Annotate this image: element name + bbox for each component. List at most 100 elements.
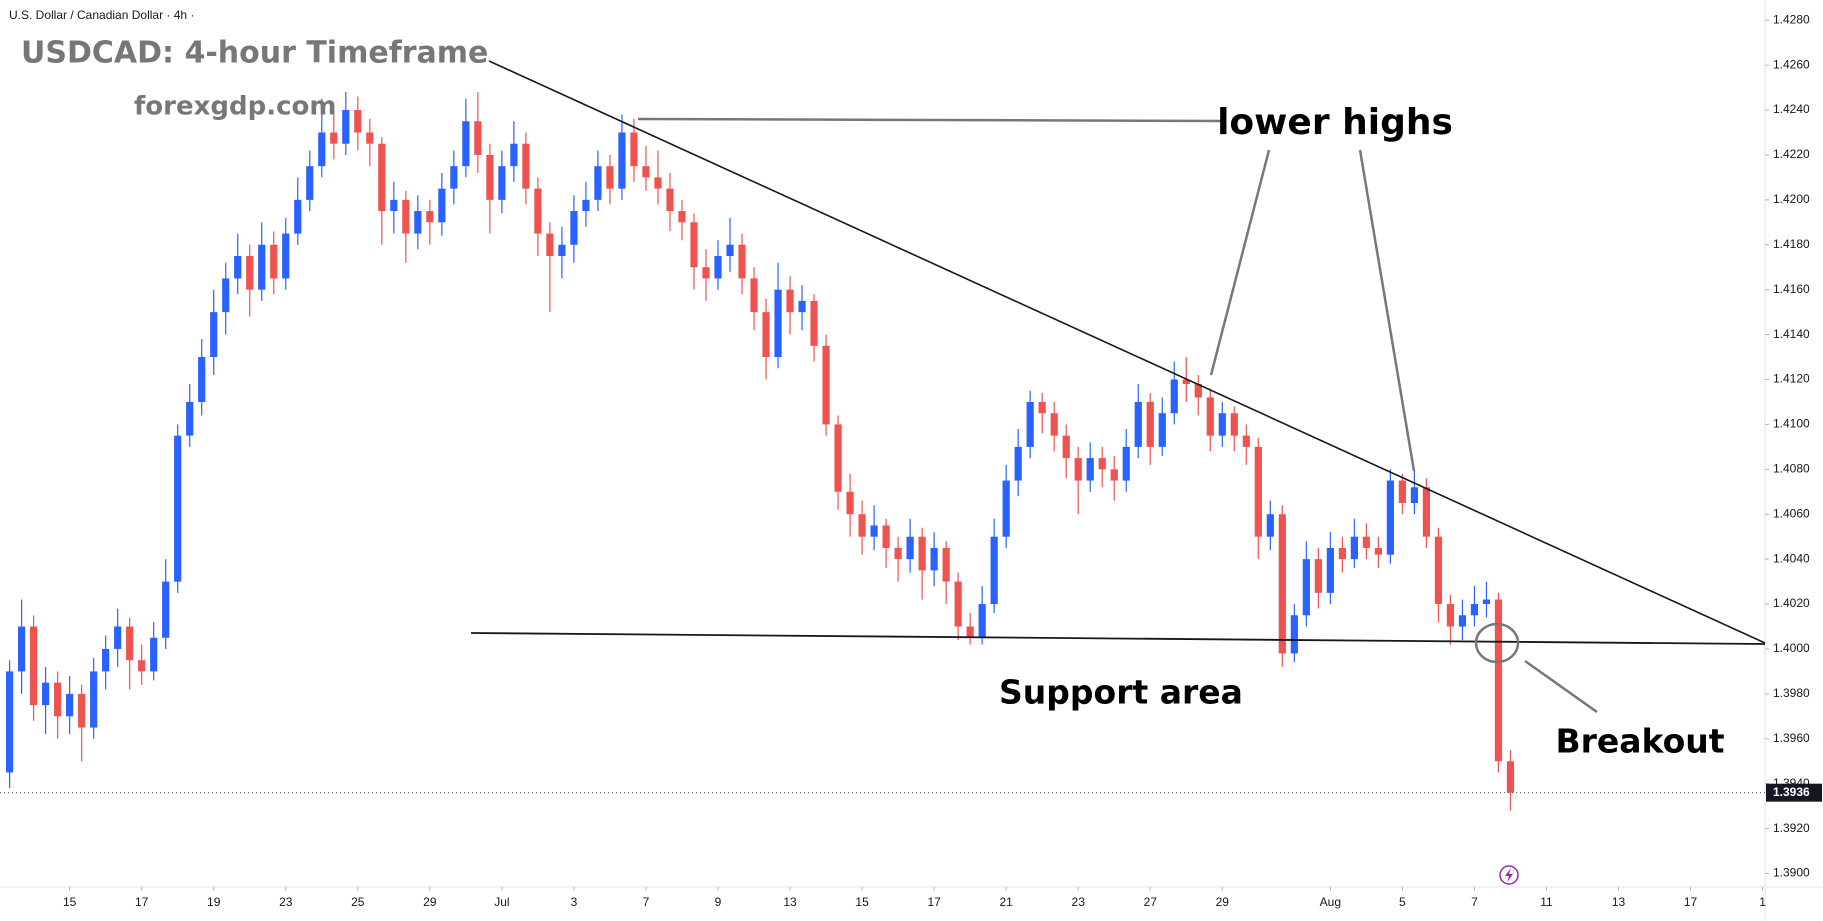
pointer xyxy=(1209,149,1271,376)
candle-body xyxy=(654,177,662,189)
x-tick-label: 17 xyxy=(135,895,149,909)
subtitle: forexgdp.com xyxy=(134,92,336,122)
candle-body xyxy=(30,626,38,706)
candle-body xyxy=(1134,401,1142,447)
candle-body xyxy=(678,211,686,223)
candle-body xyxy=(1206,397,1214,436)
candle-body xyxy=(342,110,350,144)
candle-body xyxy=(282,233,290,279)
annotation: Support area xyxy=(999,673,1243,712)
y-tick-label: 1.4040 xyxy=(1773,551,1810,565)
candle-body xyxy=(822,345,830,425)
candle-body xyxy=(78,693,86,728)
y-tick-label: 1.4080 xyxy=(1773,461,1810,475)
candle-body xyxy=(1242,435,1250,447)
candle-body xyxy=(1446,604,1455,627)
header: U.S. Dollar / Canadian Dollar · 4h · xyxy=(9,8,194,22)
x-tick-label: 5 xyxy=(1399,895,1406,909)
candle-body xyxy=(1326,547,1334,593)
x-tick-label: 3 xyxy=(571,895,578,909)
candle-body xyxy=(1086,458,1094,481)
candle-body xyxy=(6,671,14,773)
candle-body xyxy=(1158,413,1166,447)
candle-body xyxy=(1290,615,1298,654)
candle-body xyxy=(258,244,266,290)
candle-body xyxy=(186,401,194,436)
candle-body xyxy=(150,637,158,672)
y-tick-label: 1.3960 xyxy=(1773,731,1810,745)
pointer xyxy=(1524,659,1598,714)
y-tick-label: 1.3900 xyxy=(1773,866,1810,880)
candle-body xyxy=(1122,446,1130,481)
candle-body xyxy=(990,536,998,605)
candle-body xyxy=(942,547,950,582)
x-tick-label: 17 xyxy=(1684,895,1698,909)
y-tick-label: 1.4160 xyxy=(1773,282,1810,296)
y-tick-label: 1.4280 xyxy=(1773,12,1810,26)
candle-body xyxy=(1374,547,1382,555)
x-tick-label: 21 xyxy=(999,895,1013,909)
candle-body xyxy=(1494,599,1503,762)
candle-body xyxy=(114,626,122,649)
event-icon[interactable] xyxy=(1499,865,1519,885)
candle-body xyxy=(870,525,878,537)
candle-body xyxy=(1146,401,1154,447)
candle-body xyxy=(846,491,854,515)
candle-body xyxy=(954,581,962,627)
x-tick-label: 9 xyxy=(715,895,722,909)
candle-body xyxy=(762,312,770,358)
x-tick-label: 13 xyxy=(1612,895,1626,909)
candle-body xyxy=(1338,547,1346,560)
candle-body xyxy=(318,132,326,167)
candle-body xyxy=(18,626,26,672)
y-tick-label: 1.4240 xyxy=(1773,102,1810,116)
candle-body xyxy=(834,424,842,492)
y-tick-label: 1.4120 xyxy=(1773,372,1810,386)
candle-body xyxy=(462,121,470,167)
candle-body xyxy=(1218,413,1226,436)
candle-body xyxy=(138,660,146,672)
candle-body xyxy=(738,244,746,279)
candle-body xyxy=(1410,487,1419,504)
candle-body xyxy=(558,244,566,256)
candle-body xyxy=(486,154,494,200)
candle-body xyxy=(1254,446,1262,537)
candle-body xyxy=(378,143,386,212)
candle-body xyxy=(1266,514,1274,537)
y-tick-label: 1.4060 xyxy=(1773,506,1810,520)
candle-body xyxy=(306,166,314,200)
x-tick-label: 19 xyxy=(207,895,221,909)
y-tick-label: 1.4100 xyxy=(1773,417,1810,431)
candle-body xyxy=(246,255,254,290)
candle-body xyxy=(426,211,434,223)
last-price-label: 1.3936 xyxy=(1773,785,1810,799)
x-tick-label: 23 xyxy=(1072,895,1086,909)
candle-body xyxy=(66,693,74,717)
candle-body xyxy=(1098,458,1106,470)
candle-body xyxy=(798,300,806,313)
x-tick-label: 13 xyxy=(783,895,797,909)
candle-body xyxy=(714,255,722,279)
x-tick-label: 7 xyxy=(643,895,650,909)
x-tick-label: 25 xyxy=(351,895,365,909)
candle-body xyxy=(210,312,218,358)
pointer xyxy=(1358,149,1416,472)
last-price-box xyxy=(1766,783,1822,802)
annotation: Breakout xyxy=(1555,722,1724,761)
candle-body xyxy=(522,143,530,189)
candle-body xyxy=(606,166,614,189)
x-tick-label: 11 xyxy=(1540,895,1553,909)
candle-body xyxy=(1230,413,1238,436)
y-tick-label: 1.4200 xyxy=(1773,192,1810,206)
candle-body xyxy=(222,278,230,313)
candle-body xyxy=(414,211,422,234)
candle-body xyxy=(102,648,110,672)
chart-title: USDCAD: 4-hour Timeframe xyxy=(21,36,488,71)
candle-body xyxy=(354,110,362,133)
y-tick-label: 1.3980 xyxy=(1773,686,1810,700)
candle-body xyxy=(570,211,578,245)
candle-body xyxy=(978,604,986,638)
annotation: lower highs xyxy=(1217,102,1453,143)
candle-body xyxy=(42,682,50,706)
candle-body xyxy=(294,199,302,234)
